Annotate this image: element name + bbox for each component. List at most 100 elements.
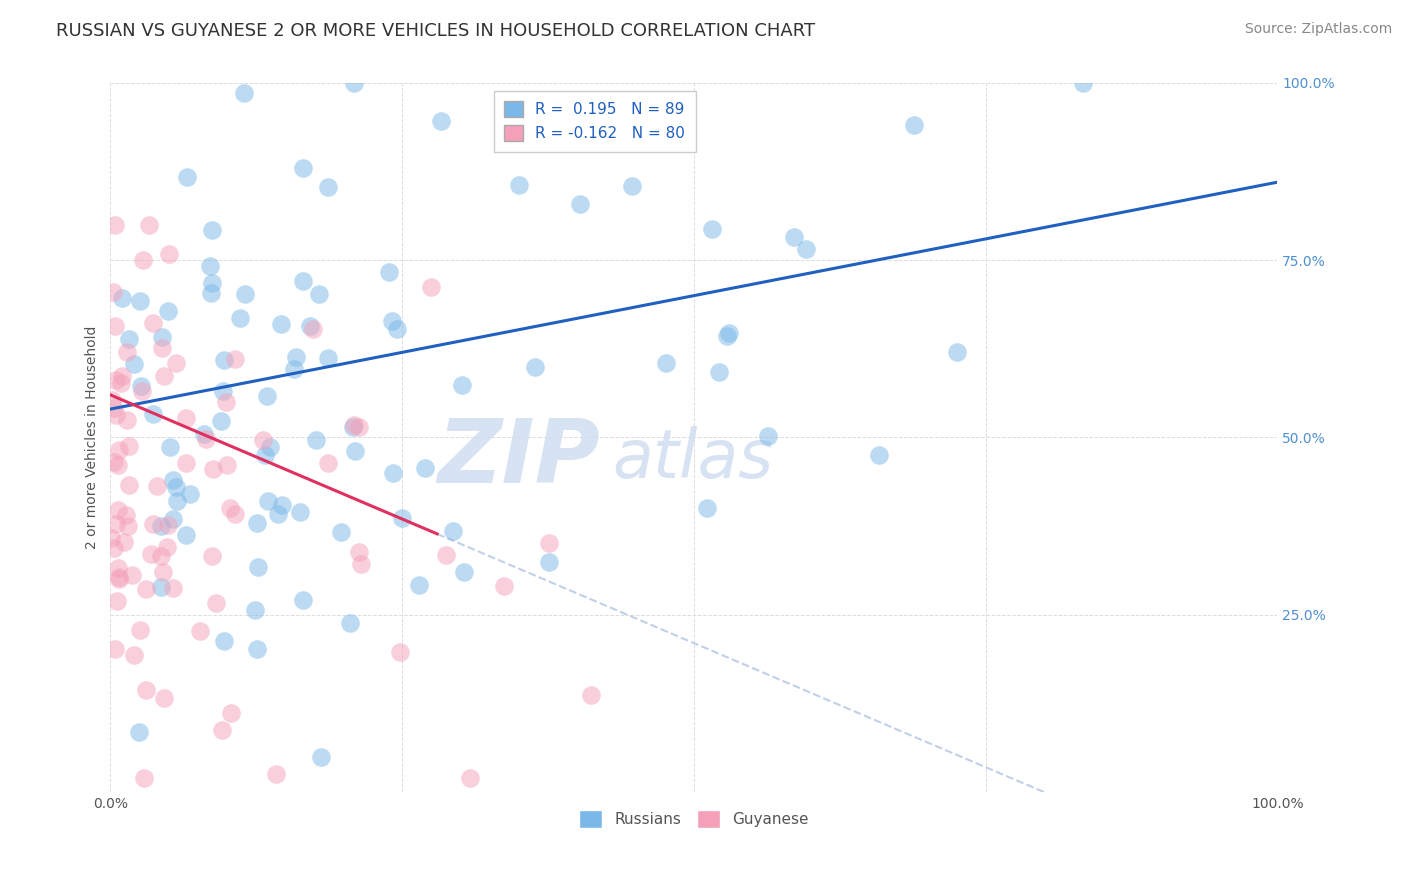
Point <box>117 519 139 533</box>
Point <box>568 196 591 211</box>
Point <box>111 369 134 384</box>
Point <box>299 318 322 333</box>
Point <box>243 603 266 617</box>
Point <box>132 771 155 785</box>
Point <box>211 384 233 399</box>
Point <box>122 648 145 662</box>
Point <box>162 512 184 526</box>
Point <box>246 560 269 574</box>
Point <box>104 373 127 387</box>
Point <box>283 361 305 376</box>
Point <box>132 252 155 267</box>
Point <box>316 457 339 471</box>
Point <box>156 540 179 554</box>
Point <box>165 480 187 494</box>
Point <box>387 322 409 336</box>
Point <box>212 634 235 648</box>
Y-axis label: 2 or more Vehicles in Household: 2 or more Vehicles in Household <box>86 326 100 549</box>
Point <box>201 276 224 290</box>
Point <box>717 326 740 340</box>
Point <box>903 118 925 132</box>
Point <box>441 524 464 539</box>
Point <box>252 434 274 448</box>
Point <box>135 682 157 697</box>
Point <box>104 318 127 333</box>
Point <box>350 557 373 571</box>
Point <box>150 341 173 355</box>
Point <box>156 518 179 533</box>
Point <box>291 161 314 175</box>
Point <box>153 691 176 706</box>
Point <box>149 518 172 533</box>
Point <box>129 293 152 308</box>
Point <box>101 285 124 299</box>
Point <box>382 467 405 481</box>
Point <box>142 407 165 421</box>
Point <box>128 725 150 739</box>
Point <box>142 516 165 531</box>
Point <box>330 524 353 539</box>
Point <box>152 565 174 579</box>
Point <box>108 572 131 586</box>
Point <box>290 505 312 519</box>
Point <box>201 222 224 236</box>
Point <box>579 689 602 703</box>
Point <box>129 379 152 393</box>
Point <box>159 440 181 454</box>
Text: RUSSIAN VS GUYANESE 2 OR MORE VEHICLES IN HOUSEHOLD CORRELATION CHART: RUSSIAN VS GUYANESE 2 OR MORE VEHICLES I… <box>56 22 815 40</box>
Point <box>104 218 127 232</box>
Point <box>115 413 138 427</box>
Point <box>538 555 561 569</box>
Text: ZIP: ZIP <box>437 415 600 502</box>
Point <box>201 462 224 476</box>
Point <box>146 479 169 493</box>
Point <box>292 274 315 288</box>
Point <box>209 413 232 427</box>
Point <box>267 507 290 521</box>
Point <box>103 541 125 555</box>
Point <box>135 582 157 596</box>
Point <box>162 473 184 487</box>
Text: atlas: atlas <box>612 425 773 491</box>
Point <box>107 503 129 517</box>
Point <box>224 351 246 366</box>
Point <box>118 478 141 492</box>
Point <box>201 549 224 564</box>
Point <box>107 458 129 473</box>
Point <box>142 316 165 330</box>
Point <box>174 411 197 425</box>
Point <box>347 545 370 559</box>
Point <box>1071 76 1094 90</box>
Point <box>246 516 269 530</box>
Point <box>131 384 153 398</box>
Point <box>308 287 330 301</box>
Point <box>105 594 128 608</box>
Point <box>101 392 124 407</box>
Legend: Russians, Guyanese: Russians, Guyanese <box>574 804 814 834</box>
Point <box>193 426 215 441</box>
Point <box>194 432 217 446</box>
Point <box>305 433 328 447</box>
Point <box>108 442 131 457</box>
Point <box>256 389 278 403</box>
Point <box>150 580 173 594</box>
Point <box>270 317 292 331</box>
Point <box>198 259 221 273</box>
Point <box>103 401 125 415</box>
Point <box>458 771 481 785</box>
Point <box>104 641 127 656</box>
Point <box>188 624 211 639</box>
Point <box>430 114 453 128</box>
Point <box>233 287 256 301</box>
Point <box>538 536 561 550</box>
Point <box>104 408 127 422</box>
Point <box>794 242 817 256</box>
Point <box>103 455 125 469</box>
Point <box>700 221 723 235</box>
Point <box>157 304 180 318</box>
Point <box>214 395 236 409</box>
Point <box>224 507 246 521</box>
Point <box>339 615 361 630</box>
Point <box>344 443 367 458</box>
Point <box>166 494 188 508</box>
